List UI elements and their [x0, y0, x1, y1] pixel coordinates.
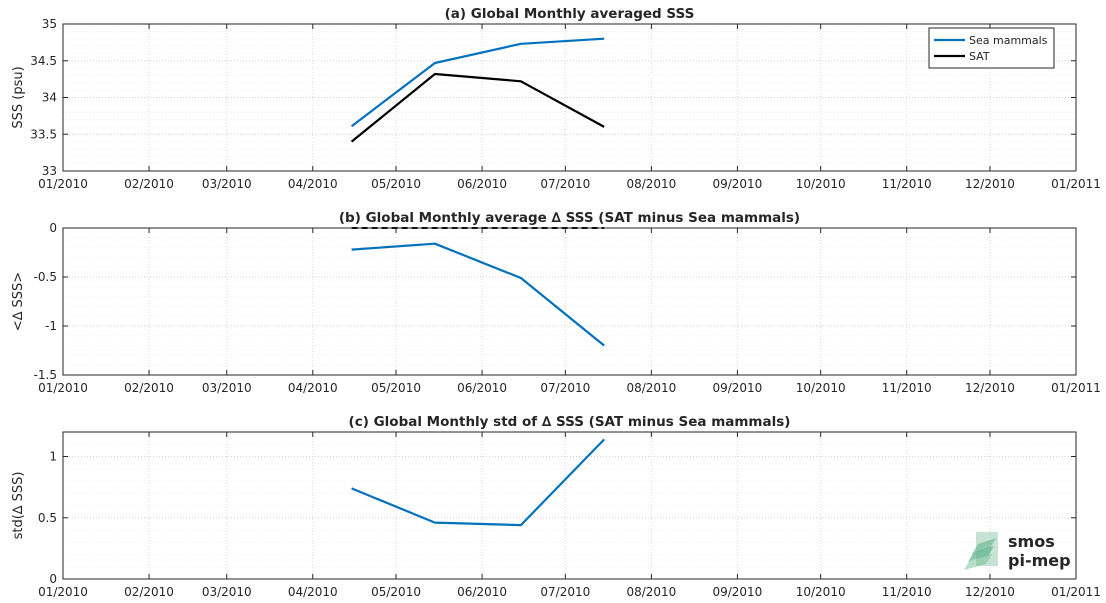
- panel-title: (a) Global Monthly averaged SSS: [445, 6, 695, 22]
- legend: Sea mammals SAT: [928, 27, 1055, 69]
- x-tick-label: 03/2010: [202, 585, 252, 599]
- x-tick-label: 07/2010: [540, 177, 590, 191]
- x-tick-label: 10/2010: [796, 177, 846, 191]
- y-tick-label: -0.5: [34, 270, 57, 284]
- x-tick-label: 02/2010: [124, 381, 174, 395]
- x-tick-label: 07/2010: [540, 585, 590, 599]
- panel-3: 01/2010 02/2010 03/2010 04/2010 05/2010 06/20…: [11, 414, 1101, 599]
- x-tick-label: 03/2010: [202, 381, 252, 395]
- x-tick-label: 08/2010: [626, 381, 676, 395]
- legend-label: SAT: [969, 50, 990, 63]
- y-tick-label: 34.5: [30, 54, 57, 68]
- y-tick-label: 0.5: [38, 511, 57, 525]
- x-tick-label: 05/2010: [371, 381, 421, 395]
- y-tick-label: 35: [42, 17, 57, 31]
- x-tick-label: 04/2010: [288, 177, 338, 191]
- plot-area: [63, 228, 1076, 375]
- legend-label: Sea mammals: [969, 34, 1048, 47]
- x-tick-label: 05/2010: [371, 585, 421, 599]
- x-tick-label: 06/2010: [457, 381, 507, 395]
- x-tick-label: 12/2010: [965, 381, 1015, 395]
- x-tick-label: 10/2010: [796, 381, 846, 395]
- y-axis-label: SSS (psu): [11, 66, 26, 128]
- x-tick-label: 11/2010: [882, 585, 932, 599]
- panel-2: 01/2010 02/2010 03/2010 04/2010 05/2010 06/20…: [11, 210, 1101, 395]
- legend-box: [928, 27, 1055, 69]
- axes-box: [62, 431, 1077, 580]
- x-tick-label: 08/2010: [626, 585, 676, 599]
- smos-pi-mep-logo: smos pi-mep: [964, 532, 1071, 570]
- series-line-1: [351, 438, 605, 527]
- panel-1: 01/2010 02/2010 03/2010 04/2010 05/2010 06/20…: [11, 6, 1101, 191]
- x-tick-label: 12/2010: [965, 177, 1015, 191]
- y-tick-label: 34: [42, 91, 57, 105]
- x-tick-label: 01/2011: [1051, 381, 1101, 395]
- x-tick-label: 01/2011: [1051, 177, 1101, 191]
- x-tick-label: 01/2010: [38, 381, 88, 395]
- y-tick-label: -1.5: [34, 368, 57, 382]
- x-tick-label: 09/2010: [712, 381, 762, 395]
- x-tick-label: 11/2010: [882, 177, 932, 191]
- y-axis-label: std(∆ SSS): [11, 472, 26, 540]
- x-tick-label: 08/2010: [626, 177, 676, 191]
- logo-line2: pi-mep: [1008, 551, 1071, 570]
- x-tick-label: 02/2010: [124, 585, 174, 599]
- y-tick-label: 1: [49, 450, 57, 464]
- panel-title: (c) Global Monthly std of ∆ SSS (SAT min…: [349, 414, 791, 430]
- series-line-1: [351, 242, 605, 347]
- x-tick-label: 09/2010: [712, 177, 762, 191]
- series-line-2: [350, 72, 605, 143]
- y-tick-label: 0: [49, 221, 57, 235]
- series-line-1: [350, 37, 605, 128]
- x-tick-label: 12/2010: [965, 585, 1015, 599]
- x-tick-label: 05/2010: [371, 177, 421, 191]
- x-tick-label: 01/2010: [38, 585, 88, 599]
- logo-line1: smos: [1008, 532, 1055, 551]
- x-tick-label: 10/2010: [796, 585, 846, 599]
- x-tick-label: 07/2010: [540, 381, 590, 395]
- panel-title: (b) Global Monthly average ∆ SSS (SAT mi…: [339, 210, 800, 226]
- x-tick-label: 11/2010: [882, 381, 932, 395]
- x-tick-label: 01/2010: [38, 177, 88, 191]
- x-tick-label: 03/2010: [202, 177, 252, 191]
- y-tick-label: 0: [49, 572, 57, 586]
- x-tick-label: 09/2010: [712, 585, 762, 599]
- y-tick-label: 33.5: [30, 127, 57, 141]
- axes-box: [62, 227, 1077, 376]
- x-tick-label: 04/2010: [288, 585, 338, 599]
- y-tick-label: -1: [45, 319, 57, 333]
- x-tick-label: 06/2010: [457, 177, 507, 191]
- x-tick-label: 02/2010: [124, 177, 174, 191]
- panels: 01/2010 02/2010 03/2010 04/2010 05/2010 06/20…: [11, 6, 1101, 599]
- y-axis-label: <∆ SSS>: [11, 272, 26, 331]
- x-tick-label: 04/2010: [288, 381, 338, 395]
- y-tick-label: 33: [42, 164, 57, 178]
- x-tick-label: 01/2011: [1051, 585, 1101, 599]
- x-tick-label: 06/2010: [457, 585, 507, 599]
